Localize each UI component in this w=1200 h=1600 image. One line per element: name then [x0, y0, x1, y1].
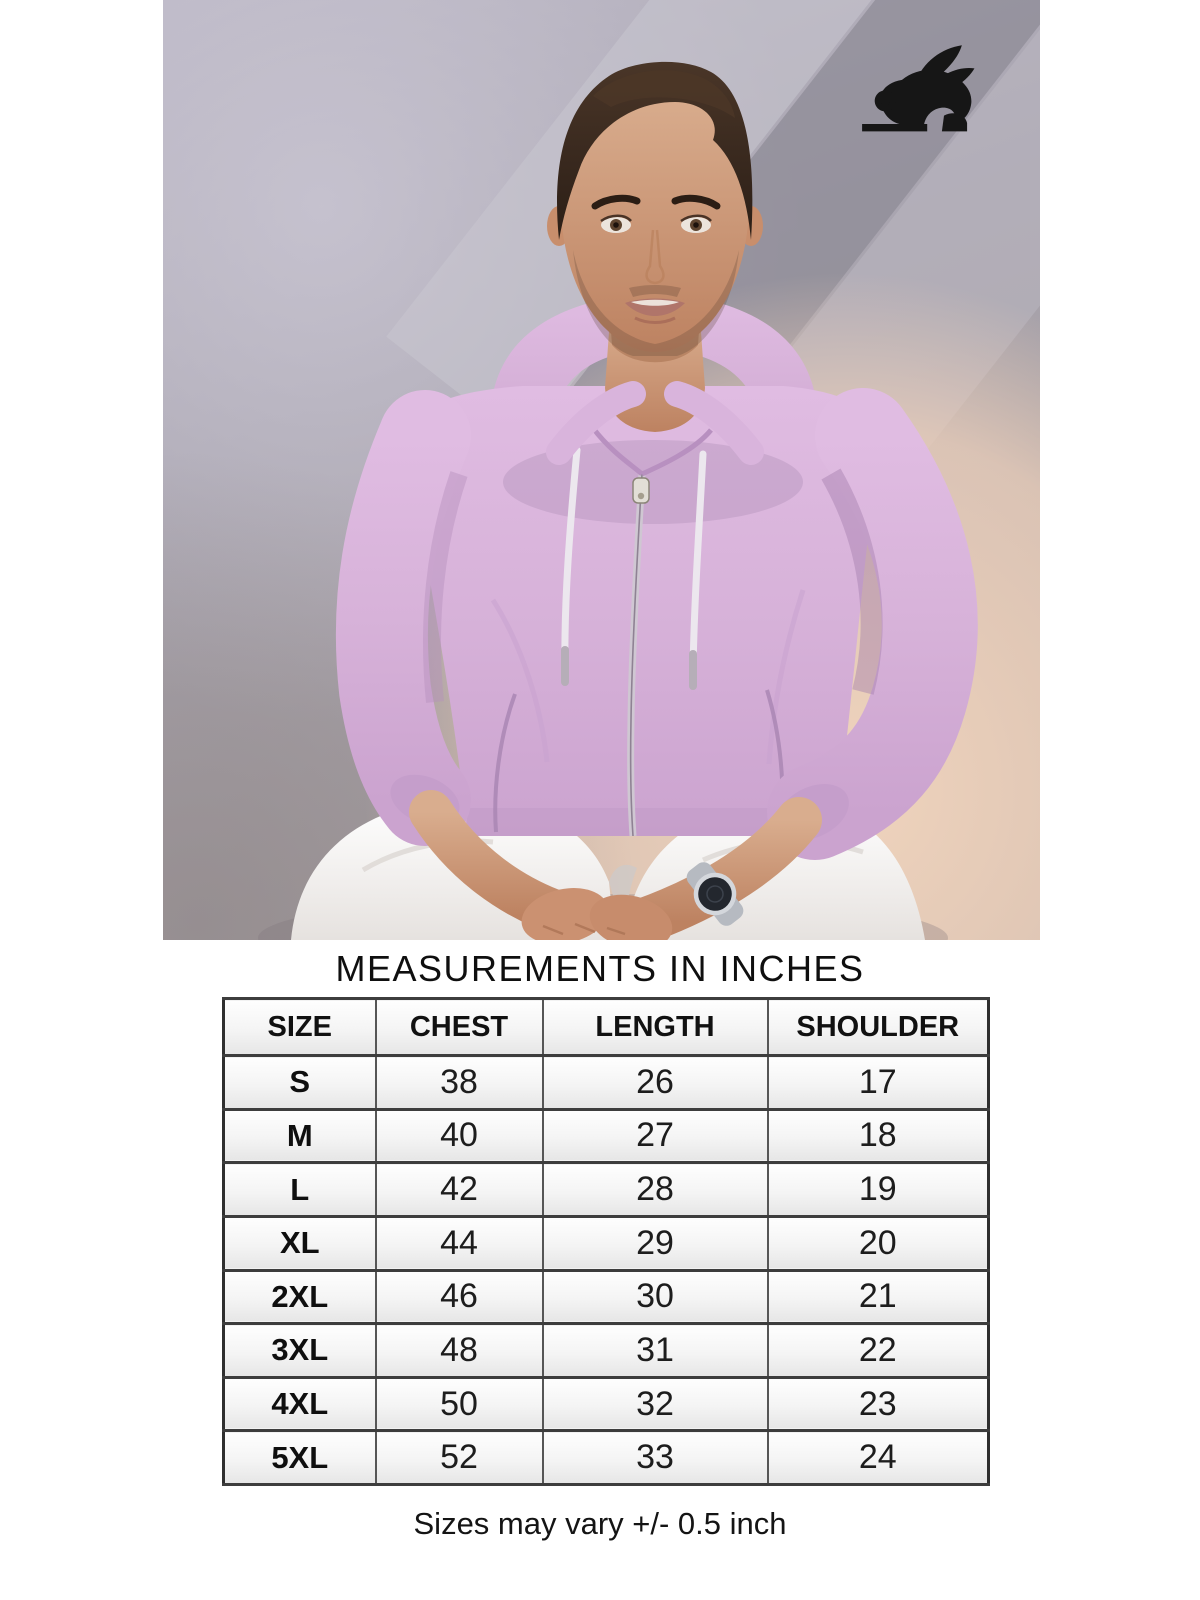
header-size: SIZE — [222, 997, 377, 1057]
length-cell: 30 — [541, 1268, 769, 1326]
table-row: 3XL 48 31 22 — [222, 1322, 990, 1379]
mouth — [625, 298, 685, 324]
eyebrow-right — [671, 194, 721, 210]
size-cell: XL — [222, 1214, 377, 1272]
length-cell: 27 — [541, 1107, 769, 1165]
length-cell: 31 — [541, 1322, 769, 1379]
size-cell: 2XL — [222, 1268, 377, 1326]
product-photo — [163, 0, 1040, 940]
size-cell: M — [222, 1107, 377, 1165]
shoulder-cell: 20 — [766, 1214, 990, 1272]
watch — [686, 862, 744, 926]
chest-cell: 46 — [374, 1268, 544, 1326]
size-chart-title: MEASUREMENTS IN INCHES — [335, 948, 865, 989]
shoulder-cell: 19 — [766, 1161, 990, 1218]
face — [560, 90, 750, 352]
size-cell: 3XL — [222, 1322, 377, 1379]
header-length: LENGTH — [541, 997, 769, 1057]
shoulder-cell: 18 — [766, 1107, 990, 1165]
size-variance-note: Sizes may vary +/- 0.5 inch — [413, 1506, 787, 1541]
chest-cell: 44 — [374, 1214, 544, 1272]
size-cell: S — [222, 1054, 377, 1111]
eyes — [600, 214, 712, 233]
chest-cell: 52 — [374, 1429, 544, 1486]
length-cell: 28 — [541, 1161, 769, 1218]
chest-cell: 42 — [374, 1161, 544, 1218]
nose — [645, 229, 665, 285]
stubble — [573, 250, 739, 356]
header-chest: CHEST — [374, 997, 544, 1057]
chest-cell: 48 — [374, 1322, 544, 1379]
shoulder-cell: 23 — [766, 1375, 990, 1433]
size-cell: L — [222, 1161, 377, 1218]
eyebrow-left — [591, 194, 641, 210]
model — [258, 61, 978, 940]
pocket-seam-left — [493, 693, 517, 833]
size-cell: 5XL — [222, 1429, 377, 1486]
drawstrings — [561, 446, 707, 690]
table-row: 4XL 50 32 23 — [222, 1375, 990, 1433]
table-row: 5XL 52 33 24 — [222, 1429, 990, 1486]
size-chart-table: SIZE CHEST LENGTH SHOULDER S 38 26 17 M … — [222, 997, 990, 1486]
table-row: M 40 27 18 — [222, 1107, 990, 1165]
hair — [557, 61, 753, 240]
arms-hands — [409, 790, 822, 940]
shoulder-cell: 22 — [766, 1322, 990, 1379]
length-cell: 33 — [541, 1429, 769, 1486]
zipper — [591, 426, 713, 837]
rabbit-icon — [862, 45, 975, 132]
table-header-row: SIZE CHEST LENGTH SHOULDER — [222, 997, 990, 1057]
model-illustration — [163, 0, 1040, 940]
chest-cell: 38 — [374, 1054, 544, 1111]
header-shoulder: SHOULDER — [766, 997, 990, 1057]
shoulder-cell: 24 — [766, 1429, 990, 1486]
length-cell: 26 — [541, 1054, 769, 1111]
size-cell: 4XL — [222, 1375, 377, 1433]
length-cell: 32 — [541, 1375, 769, 1433]
zipper-pull — [632, 477, 650, 504]
model-head — [546, 61, 764, 465]
shoulder-cell: 21 — [766, 1268, 990, 1326]
table-row: 2XL 46 30 21 — [222, 1268, 990, 1326]
length-cell: 29 — [541, 1214, 769, 1272]
table-row: S 38 26 17 — [222, 1054, 990, 1111]
shoulder-cell: 17 — [766, 1054, 990, 1111]
table-row: XL 44 29 20 — [222, 1214, 990, 1272]
chest-cell: 40 — [374, 1107, 544, 1165]
chest-cell: 50 — [374, 1375, 544, 1433]
table-row: L 42 28 19 — [222, 1161, 990, 1218]
